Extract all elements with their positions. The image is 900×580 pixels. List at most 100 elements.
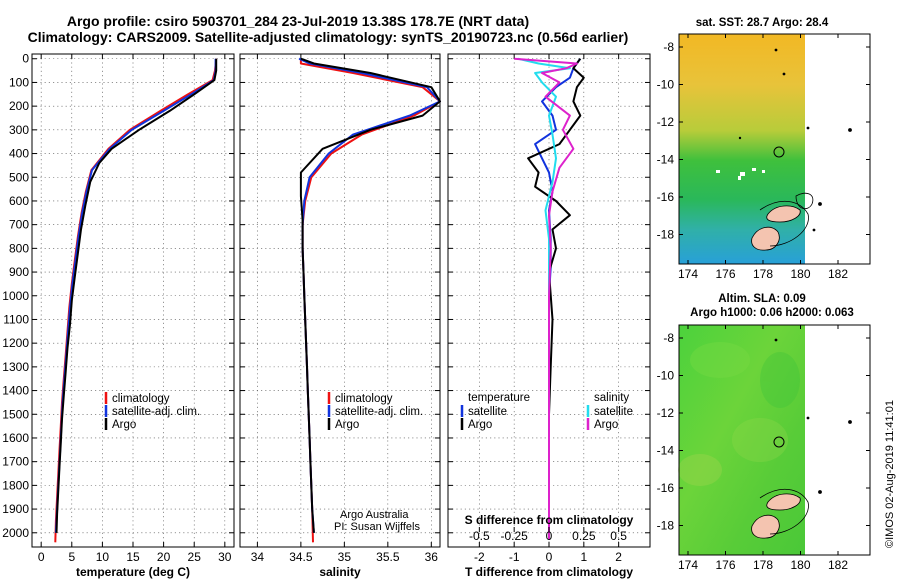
map-x-tick-label: 180 xyxy=(790,267,810,281)
sst-axis: -8 -10 -12 -14 -16 -18 174 176 178 180 182 xyxy=(657,33,871,281)
map-y-tick-label: -16 xyxy=(657,190,675,204)
x-tick-label: -2 xyxy=(474,550,485,564)
y-tick-label: 100 xyxy=(9,75,29,89)
argo-position-marker xyxy=(773,436,785,448)
series-line-climatology xyxy=(299,58,441,543)
fiji-islands-sla xyxy=(751,338,852,539)
y-tick-label: 500 xyxy=(9,170,29,184)
map-frame xyxy=(678,33,871,265)
y-tick-label: 1800 xyxy=(2,478,29,492)
x-tick-label: 0 xyxy=(546,550,553,564)
x-tick-label: 34 xyxy=(251,550,265,564)
x-tick-label: 20 xyxy=(157,550,171,564)
y-tick-label: 1500 xyxy=(2,407,29,421)
sla-axis: -8 -10 -12 -14 -16 -18 174 176 178 180 182 xyxy=(657,324,871,572)
sst-map: sat. SST: 28.7 Argo: 28.4 -8 -10 -12 -14 -16… xyxy=(657,17,871,281)
x-tick-label: 2 xyxy=(615,550,622,564)
salinity-legend: climatology satellite-adj. clim. Argo Ar… xyxy=(327,392,423,533)
figure-title-line1: Argo profile: csiro 5903701_284 23-Jul-2… xyxy=(67,13,529,29)
series-line-t-satellite xyxy=(534,58,582,540)
series-line-s-argo xyxy=(514,57,578,540)
y-tick-label: 200 xyxy=(9,99,29,113)
map-x-tick-label: 174 xyxy=(678,558,698,572)
plot-frame xyxy=(239,53,441,548)
timestamp-stamp: ©IMOS 02-Aug-2019 11:41:01 xyxy=(884,400,896,548)
x-tick-label: 34.5 xyxy=(289,550,313,564)
difference-legend: temperature salinity satellite Argo sate… xyxy=(460,392,633,431)
legend-satellite-label: satellite-adj. clim. xyxy=(112,406,200,418)
map-y-tick-label: -18 xyxy=(657,228,675,242)
sla-map-title-line1: Altim. SLA: 0.09 xyxy=(718,293,806,305)
legend-satellite-label: satellite-adj. clim. xyxy=(335,406,423,418)
salinity-panel: 34 34.5 35 35.5 36 salinity xyxy=(239,53,441,579)
y-tick-label: 1200 xyxy=(2,336,29,350)
x-tick-label: 10 xyxy=(96,550,110,564)
x-axis-label-secondary: S difference from climatology xyxy=(465,513,634,527)
map-x-tick-label: 180 xyxy=(790,558,810,572)
x-axis-label: temperature (deg C) xyxy=(76,565,190,579)
sst-speckles xyxy=(716,168,765,180)
figure-title-line2: Climatology: CARS2009. Satellite-adjuste… xyxy=(28,29,629,45)
x-tick-label: 35.5 xyxy=(376,550,400,564)
legend-t-argo-label: Argo xyxy=(468,419,492,431)
y-tick-label: 1700 xyxy=(2,455,29,469)
y-tick-label: 600 xyxy=(9,194,29,208)
difference-panel: -2 -1 0 1 2T difference from climatology S di… xyxy=(447,53,651,579)
sst-land-mask xyxy=(805,34,870,264)
y-tick-label: 1300 xyxy=(2,360,29,374)
y-tick-label: 1400 xyxy=(2,384,29,398)
legend-salinity-title: salinity xyxy=(594,392,629,404)
series-line-s-satellite xyxy=(517,57,571,540)
series-line-argo xyxy=(55,58,218,533)
sla-map-title-line2: Argo h1000: 0.06 h2000: 0.063 xyxy=(690,307,854,319)
map-x-tick-label: 178 xyxy=(753,267,773,281)
map-y-tick-label: -8 xyxy=(663,331,674,345)
temperature-legend: climatology satellite-adj. clim. Argo xyxy=(104,392,200,431)
legend-argo-label: Argo xyxy=(112,419,136,431)
map-x-tick-label: 182 xyxy=(828,267,848,281)
legend-argo-label: Argo xyxy=(335,419,359,431)
series-line-argo xyxy=(299,57,441,533)
x-tick-label: -1 xyxy=(509,550,520,564)
x-tick-label: 36 xyxy=(425,550,439,564)
x-tick-label: 15 xyxy=(126,550,140,564)
x2-tick-label: 0.25 xyxy=(572,529,596,543)
legend-temperature-title: temperature xyxy=(468,392,530,404)
sst-field xyxy=(679,34,805,264)
map-x-tick-label: 182 xyxy=(828,558,848,572)
legend-s-argo-label: Argo xyxy=(594,419,618,431)
sla-land-mask xyxy=(805,325,870,555)
sla-map: Altim. SLA: 0.09 Argo h1000: 0.06 h2000:… xyxy=(657,293,871,572)
fiji-islands-sst xyxy=(738,48,852,251)
legend-climatology-label: climatology xyxy=(112,393,170,405)
legend-s-satellite-label: satellite xyxy=(594,406,633,418)
map-y-tick-label: -14 xyxy=(657,444,675,458)
credit-line1: Argo Australia xyxy=(340,509,409,521)
x-tick-label: 25 xyxy=(188,550,202,564)
map-y-tick-label: -10 xyxy=(657,78,675,92)
legend-climatology-label: climatology xyxy=(335,393,393,405)
map-frame xyxy=(678,324,871,556)
sst-map-title: sat. SST: 28.7 Argo: 28.4 xyxy=(696,17,829,29)
x-tick-label: 1 xyxy=(580,550,587,564)
map-y-tick-label: -16 xyxy=(657,481,675,495)
temperature-panel: 0 5 10 15 20 25 30 temperature (deg C) 0 100 200 30… xyxy=(2,52,235,579)
x-axis-label: salinity xyxy=(319,565,361,579)
map-y-tick-label: -12 xyxy=(657,406,675,420)
y-tick-label: 900 xyxy=(9,265,29,279)
x-tick-label: 0 xyxy=(38,550,45,564)
y-tick-label: 2000 xyxy=(2,526,29,540)
y-tick-label: 1900 xyxy=(2,502,29,516)
map-y-tick-label: -12 xyxy=(657,115,675,129)
x-tick-label: 30 xyxy=(218,550,232,564)
legend-t-satellite-label: satellite xyxy=(468,406,507,418)
y-tick-label: 400 xyxy=(9,147,29,161)
y-tick-label: 300 xyxy=(9,123,29,137)
map-x-tick-label: 176 xyxy=(715,267,735,281)
y-tick-label: 0 xyxy=(22,52,29,66)
y-tick-label: 1600 xyxy=(2,431,29,445)
sla-texture xyxy=(678,342,800,486)
x2-tick-label: 0.5 xyxy=(610,529,627,543)
credit-line2: PI: Susan Wijffels xyxy=(334,521,420,533)
